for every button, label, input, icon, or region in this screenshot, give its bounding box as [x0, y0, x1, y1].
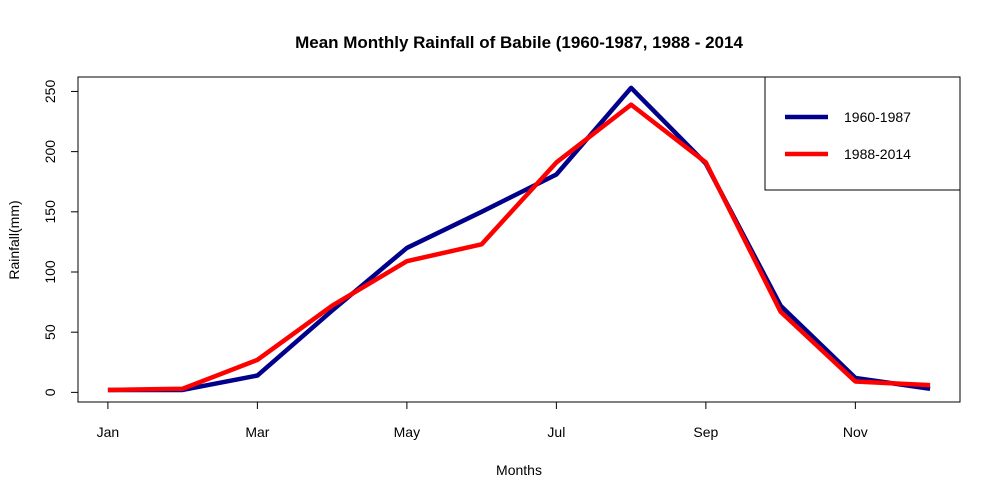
- x-tick-label: Sep: [693, 424, 718, 440]
- y-axis-label: Rainfall(mm): [6, 200, 22, 279]
- x-tick-label: Jan: [97, 424, 120, 440]
- y-tick-label: 150: [42, 200, 58, 224]
- legend: 1960-1987 1988-2014: [764, 76, 961, 191]
- y-tick-label: 250: [42, 80, 58, 104]
- y-tick-label: 0: [42, 388, 58, 396]
- series-line-2: [107, 102, 931, 393]
- series-layer: [107, 85, 931, 393]
- series-line-1: [107, 85, 931, 393]
- legend-label: 1988-2014: [844, 146, 911, 162]
- y-tick-label: 100: [42, 260, 58, 284]
- x-tick-label: Nov: [843, 424, 868, 440]
- legend-label: 1960-1987: [844, 109, 911, 125]
- y-tick-label: 50: [42, 324, 58, 340]
- x-tick-label: Jul: [547, 424, 565, 440]
- chart-title: Mean Monthly Rainfall of Babile (1960-19…: [295, 33, 743, 52]
- y-axis: 0 50 100 150 200 250: [42, 80, 79, 396]
- y-tick-label: 200: [42, 140, 58, 164]
- x-axis: Jan Mar May Jul Sep Nov: [97, 401, 868, 440]
- x-tick-label: Mar: [245, 424, 269, 440]
- x-axis-label: Months: [496, 462, 542, 478]
- legend-box: [764, 76, 961, 191]
- x-tick-label: May: [394, 424, 420, 440]
